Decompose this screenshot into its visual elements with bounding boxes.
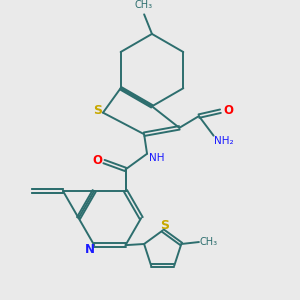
Text: O: O	[92, 154, 102, 167]
Text: S: S	[160, 219, 169, 232]
Text: NH₂: NH₂	[214, 136, 233, 146]
Text: S: S	[93, 104, 102, 117]
Text: NH: NH	[149, 153, 165, 163]
Text: O: O	[223, 104, 233, 117]
Text: CH₃: CH₃	[134, 0, 152, 10]
Text: CH₃: CH₃	[200, 237, 218, 247]
Text: N: N	[85, 243, 95, 256]
